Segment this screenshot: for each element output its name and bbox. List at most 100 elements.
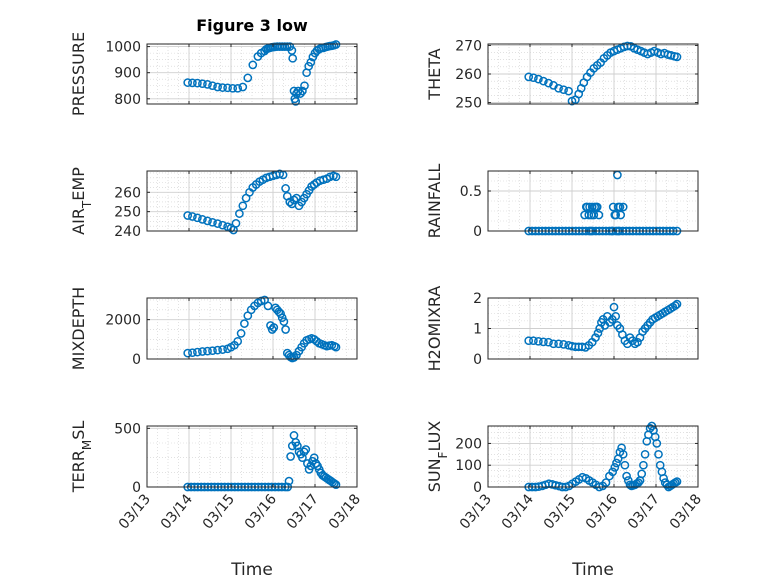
data-point: [634, 478, 643, 487]
series-markers: [183, 40, 341, 106]
data-point: [240, 319, 249, 328]
data-point: [193, 347, 202, 357]
x-tick-label: 03/13: [116, 491, 154, 532]
axes-box: [487, 425, 699, 488]
data-point: [208, 81, 217, 91]
x-axis-label: Time: [230, 560, 273, 580]
x-tick-label: 03/18: [326, 491, 364, 532]
y-tick-label: 0: [473, 224, 482, 240]
data-point: [620, 460, 630, 470]
y-tick-label: 0: [473, 352, 482, 368]
y-axis-label: SUNFLUX: [425, 421, 450, 493]
data-point: [301, 445, 311, 454]
data-point: [198, 347, 207, 356]
data-point: [618, 449, 628, 459]
data-point: [213, 219, 222, 228]
subplot-theta: 250 260 270 THETA: [425, 38, 699, 112]
x-tick-label: 03/14: [158, 491, 196, 532]
y-tick-label: 0: [132, 352, 141, 368]
data-point: [223, 83, 232, 93]
x-tick-label: 03/17: [625, 491, 663, 532]
axes-box: [146, 43, 358, 105]
chart-title: Figure 3 low: [196, 16, 308, 35]
series-markers: [524, 299, 682, 352]
y-tick-label: 800: [114, 92, 141, 108]
data-point: [188, 348, 197, 358]
x-axis-label: Time: [571, 560, 614, 580]
data-point: [331, 480, 341, 490]
data-point: [331, 172, 341, 182]
data-point: [672, 299, 682, 309]
subplot-h2omixra: 0 1 2 H2OMIXRA: [425, 286, 699, 372]
data-point: [622, 471, 631, 481]
data-point: [652, 439, 662, 448]
data-point: [544, 337, 553, 347]
data-point: [218, 220, 227, 230]
data-point: [609, 302, 619, 312]
data-point: [633, 337, 642, 347]
data-point: [539, 76, 548, 86]
data-point: [529, 336, 538, 346]
data-point: [218, 345, 227, 354]
data-point: [279, 317, 289, 326]
y-tick-label: 0: [132, 480, 141, 496]
y-axis-label: AIRTEMP: [69, 167, 94, 235]
subplot-sun-flux: 0 100 200 SUNFLUX 03/13 03/14 03/15 03/16 03/17 0…: [425, 421, 705, 580]
data-point: [539, 337, 548, 347]
data-point: [611, 311, 621, 321]
data-point: [183, 348, 193, 358]
y-tick-label: 2: [473, 291, 482, 307]
data-point: [581, 202, 591, 212]
y-tick-label: 500: [114, 421, 141, 437]
data-point: [534, 74, 543, 84]
y-tick-label: 240: [114, 224, 141, 240]
x-tick-label: 03/13: [457, 491, 495, 532]
x-tick-label: 03/15: [200, 491, 238, 532]
y-tick-label: 270: [455, 38, 482, 54]
data-point: [276, 309, 285, 319]
data-point: [203, 216, 212, 226]
y-axis-label: RAINFALL: [425, 164, 444, 239]
data-point: [618, 202, 628, 212]
data-point: [534, 336, 543, 346]
axes-box: [146, 297, 358, 360]
data-point: [248, 60, 258, 70]
subplot-pressure: 800 900 1000 PRESSURE Figure 3 low: [69, 16, 358, 116]
series-markers: [183, 295, 341, 363]
y-tick-label: 2000: [105, 313, 141, 329]
data-point: [529, 73, 538, 83]
data-point: [591, 333, 600, 342]
data-point: [235, 209, 244, 218]
data-point: [213, 82, 222, 92]
subplot-mixdepth: 0 2000 MIXDEPTH: [69, 287, 358, 370]
data-point: [612, 458, 621, 468]
x-tick-label: 03/15: [541, 491, 579, 532]
data-point: [300, 81, 309, 91]
data-point: [608, 467, 618, 477]
y-tick-label: 250: [455, 96, 482, 112]
data-point: [281, 184, 290, 193]
data-point: [615, 202, 625, 212]
series-markers: [524, 41, 682, 106]
y-axis-label: H2OMIXRA: [425, 286, 444, 372]
data-point: [269, 323, 279, 332]
x-tick-label: 03/16: [242, 491, 280, 532]
data-point: [610, 210, 620, 220]
data-point: [298, 453, 307, 463]
data-point: [559, 85, 568, 95]
x-tick-label: 03/17: [284, 491, 322, 532]
data-point: [616, 210, 626, 220]
data-point: [544, 78, 553, 88]
data-point: [298, 86, 307, 96]
data-point: [286, 452, 295, 461]
data-point: [284, 476, 294, 486]
data-point: [554, 83, 563, 93]
data-point: [233, 83, 243, 93]
data-point: [183, 211, 193, 220]
grid: [487, 170, 699, 232]
data-point: [654, 449, 663, 459]
y-axis-label: THETA: [425, 48, 444, 100]
grid: [146, 44, 358, 104]
data-point: [594, 210, 604, 220]
data-point: [231, 218, 241, 228]
